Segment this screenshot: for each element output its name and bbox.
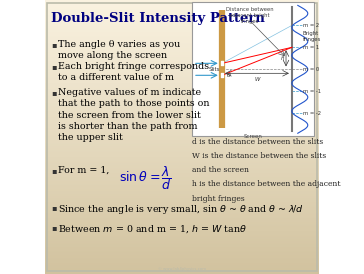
Text: m = -1: m = -1 xyxy=(304,89,321,94)
Text: d is the distance between the slits: d is the distance between the slits xyxy=(193,138,324,145)
Text: and the screen: and the screen xyxy=(193,166,249,174)
Text: ▪: ▪ xyxy=(51,88,56,97)
Text: ▪: ▪ xyxy=(51,40,56,49)
Text: ▪: ▪ xyxy=(51,62,56,71)
Text: m = 2: m = 2 xyxy=(304,23,320,28)
Text: Between $m$ = 0 and m = 1, $h$ = $W$ tan$\theta$: Between $m$ = 0 and m = 1, $h$ = $W$ tan… xyxy=(58,223,247,235)
Text: m = 1: m = 1 xyxy=(304,45,320,50)
Text: h: h xyxy=(281,56,285,61)
Text: For m = 1,: For m = 1, xyxy=(58,166,110,175)
Text: The angle θ varies as you
move along the screen: The angle θ varies as you move along the… xyxy=(58,40,181,60)
Text: Bright
fringes: Bright fringes xyxy=(303,31,321,42)
Text: Double-Slit Intensity Pattern: Double-Slit Intensity Pattern xyxy=(51,12,265,25)
Text: m = 0: m = 0 xyxy=(304,67,320,72)
Text: m = -2: m = -2 xyxy=(304,111,321,116)
Text: Slits: Slits xyxy=(209,67,220,72)
Text: Negative values of m indicate
that the path to those points on
the screen from t: Negative values of m indicate that the p… xyxy=(58,88,210,142)
Text: Since the angle is very small, sin $\theta$ ~ $\theta$ and $\theta$ ~ $\lambda\!: Since the angle is very small, sin $\the… xyxy=(58,203,304,216)
Text: ▪: ▪ xyxy=(51,166,56,175)
Text: Distance between
adjacent bright
fringes: Distance between adjacent bright fringes xyxy=(226,7,273,24)
Text: © www.lab4physics.com: © www.lab4physics.com xyxy=(158,267,206,271)
Text: ▪: ▪ xyxy=(51,203,56,212)
Text: ▪: ▪ xyxy=(51,223,56,232)
Text: Each bright fringe corresponds
to a different value of m: Each bright fringe corresponds to a diff… xyxy=(58,62,209,82)
Text: Screen: Screen xyxy=(244,134,263,139)
Text: bright fringes: bright fringes xyxy=(193,195,245,202)
Text: W is the distance between the slits: W is the distance between the slits xyxy=(193,152,327,160)
Text: W: W xyxy=(254,77,260,82)
Bar xyxy=(191,2,314,136)
Text: $\theta$: $\theta$ xyxy=(226,71,232,79)
Text: $\sin\theta = \dfrac{\lambda}{d}$: $\sin\theta = \dfrac{\lambda}{d}$ xyxy=(119,164,172,192)
Text: h is the distance between the adjacent: h is the distance between the adjacent xyxy=(193,180,341,188)
